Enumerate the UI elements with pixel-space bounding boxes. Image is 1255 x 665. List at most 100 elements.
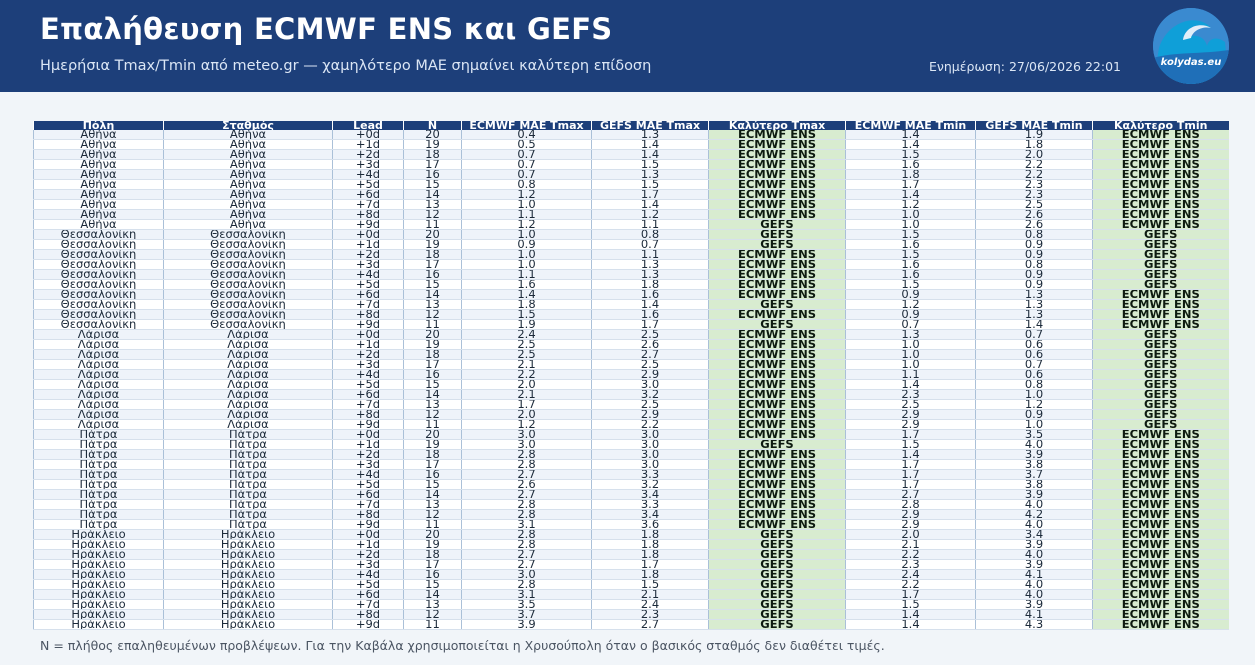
table-cell: ECMWF ENS [1092, 619, 1229, 630]
column-header[interactable]: Σταθμός [163, 121, 333, 130]
table-cell: 2.1 [591, 589, 709, 600]
table-cell: Πάτρα [163, 479, 333, 490]
table-cell: 1.7 [845, 469, 976, 480]
table-cell: ECMWF ENS [1092, 519, 1229, 530]
table-cell: Πάτρα [33, 479, 164, 490]
table-cell: 1.8 [975, 139, 1093, 150]
table-cell: 2.7 [461, 559, 592, 570]
table-cell: 16 [403, 169, 462, 180]
table-cell: Λάρισα [163, 369, 333, 380]
table-cell: 1.1 [591, 249, 709, 260]
table-row: Λάρισα Λάρισα +8d 12 2.0 2.9 ECMWF ENS 2.9 0.9 GE… [33, 409, 1229, 420]
column-header[interactable]: ECMWF MAE Tmin [845, 121, 976, 130]
table-cell: GEFS [1092, 329, 1229, 340]
table-cell: 1.4 [591, 149, 709, 160]
table-cell: Αθήνα [163, 209, 333, 220]
table-cell: 3.9 [975, 489, 1093, 500]
table-row: Πάτρα Πάτρα +6d 14 2.7 3.4 ECMWF ENS 2.7 3.9 ECMW… [33, 489, 1229, 500]
table-cell: 1.7 [591, 189, 709, 200]
table-cell: 1.0 [461, 259, 592, 270]
column-header[interactable]: N [403, 121, 462, 130]
table-cell: 2.5 [845, 399, 976, 410]
table-cell: 1.0 [845, 359, 976, 370]
table-cell: 16 [403, 369, 462, 380]
table-cell: 4.0 [975, 589, 1093, 600]
table-row: Θεσσαλονίκη Θεσσαλονίκη +4d 16 1.1 1.3 ECMWF E… [33, 269, 1229, 280]
table-cell: 3.8 [975, 479, 1093, 490]
column-header[interactable]: ECMWF MAE Tmax [461, 121, 592, 130]
table-row: Λάρισα Λάρισα +5d 15 2.0 3.0 ECMWF ENS 1.4 0.8 GE… [33, 379, 1229, 390]
table-cell: ECMWF ENS [1092, 509, 1229, 520]
table-row: Λάρισα Λάρισα +0d 20 2.4 2.5 ECMWF ENS 1.3 0.7 GE… [33, 329, 1229, 340]
table-cell: ECMWF ENS [1092, 469, 1229, 480]
table-cell: 1.5 [591, 159, 709, 170]
table-cell: Λάρισα [163, 329, 333, 340]
table-cell: Λάρισα [33, 359, 164, 370]
table-cell: GEFS [1092, 279, 1229, 290]
table-cell: 4.1 [975, 609, 1093, 620]
table-cell: 0.9 [845, 289, 976, 300]
table-cell: Πάτρα [33, 509, 164, 520]
table-cell: 1.3 [975, 309, 1093, 320]
table-cell: 1.8 [591, 569, 709, 580]
table-cell: 12 [403, 209, 462, 220]
table-cell: 0.8 [461, 179, 592, 190]
table-cell: 1.5 [591, 579, 709, 590]
table-cell: 13 [403, 499, 462, 510]
table-cell: 1.5 [845, 439, 976, 450]
column-header[interactable]: GEFS MAE Tmax [591, 121, 709, 130]
table-cell: 2.5 [461, 349, 592, 360]
table-cell: Θεσσαλονίκη [33, 289, 164, 300]
table-cell: ECMWF ENS [1092, 429, 1229, 440]
table-cell: 12 [403, 309, 462, 320]
table-cell: Αθήνα [163, 219, 333, 230]
table-cell: 1.7 [845, 589, 976, 600]
table-cell: +3d [332, 259, 404, 270]
table-cell: 11 [403, 319, 462, 330]
table-cell: 4.0 [975, 549, 1093, 560]
table-cell: Αθήνα [33, 169, 164, 180]
table-cell: Αθήνα [33, 189, 164, 200]
table-cell: 1.5 [591, 179, 709, 190]
table-cell: 1.0 [845, 339, 976, 350]
table-cell: 2.3 [975, 189, 1093, 200]
table-row: Αθήνα Αθήνα +2d 18 0.7 1.4 ECMWF ENS 1.5 2.0 ECMW… [33, 149, 1229, 160]
table-cell: 3.8 [975, 459, 1093, 470]
column-header[interactable]: GEFS MAE Tmin [975, 121, 1093, 130]
table-cell: 18 [403, 249, 462, 260]
table-cell: 3.0 [591, 439, 709, 450]
table-cell: Θεσσαλονίκη [163, 249, 333, 260]
table-cell: ECMWF ENS [1092, 489, 1229, 500]
table-cell: 0.9 [975, 269, 1093, 280]
table-cell: 1.6 [845, 269, 976, 280]
table-row: Αθήνα Αθήνα +3d 17 0.7 1.5 ECMWF ENS 1.6 2.2 ECMW… [33, 159, 1229, 170]
table-cell: 0.7 [461, 149, 592, 160]
table-cell: +4d [332, 469, 404, 480]
table-cell: 19 [403, 439, 462, 450]
table-cell: 3.0 [591, 429, 709, 440]
table-cell: 1.0 [845, 209, 976, 220]
table-cell: GEFS [708, 609, 846, 620]
table-cell: 17 [403, 359, 462, 370]
table-cell: ECMWF ENS [1092, 299, 1229, 310]
table-cell: +1d [332, 539, 404, 550]
table-cell: ECMWF ENS [1092, 319, 1229, 330]
column-header[interactable]: Καλύτερο Tmin [1092, 121, 1229, 130]
table-cell: +0d [332, 329, 404, 340]
table-cell: 2.3 [975, 179, 1093, 190]
column-header[interactable]: Lead [332, 121, 404, 130]
table-cell: Αθήνα [163, 169, 333, 180]
table-cell: ECMWF ENS [708, 359, 846, 370]
kolydas-logo[interactable]: kolydas.eu [1153, 8, 1229, 84]
table-cell: 1.1 [591, 219, 709, 230]
table-cell: 11 [403, 519, 462, 530]
table-cell: 2.0 [845, 529, 976, 540]
table-cell: 1.6 [845, 159, 976, 170]
table-cell: ECMWF ENS [708, 419, 846, 430]
column-header[interactable]: Πόλη [33, 121, 164, 130]
table-cell: Θεσσαλονίκη [163, 279, 333, 290]
table-cell: +8d [332, 409, 404, 420]
column-header[interactable]: Καλύτερο Tmax [708, 121, 846, 130]
table-cell: Λάρισα [33, 409, 164, 420]
table-cell: 2.8 [461, 499, 592, 510]
